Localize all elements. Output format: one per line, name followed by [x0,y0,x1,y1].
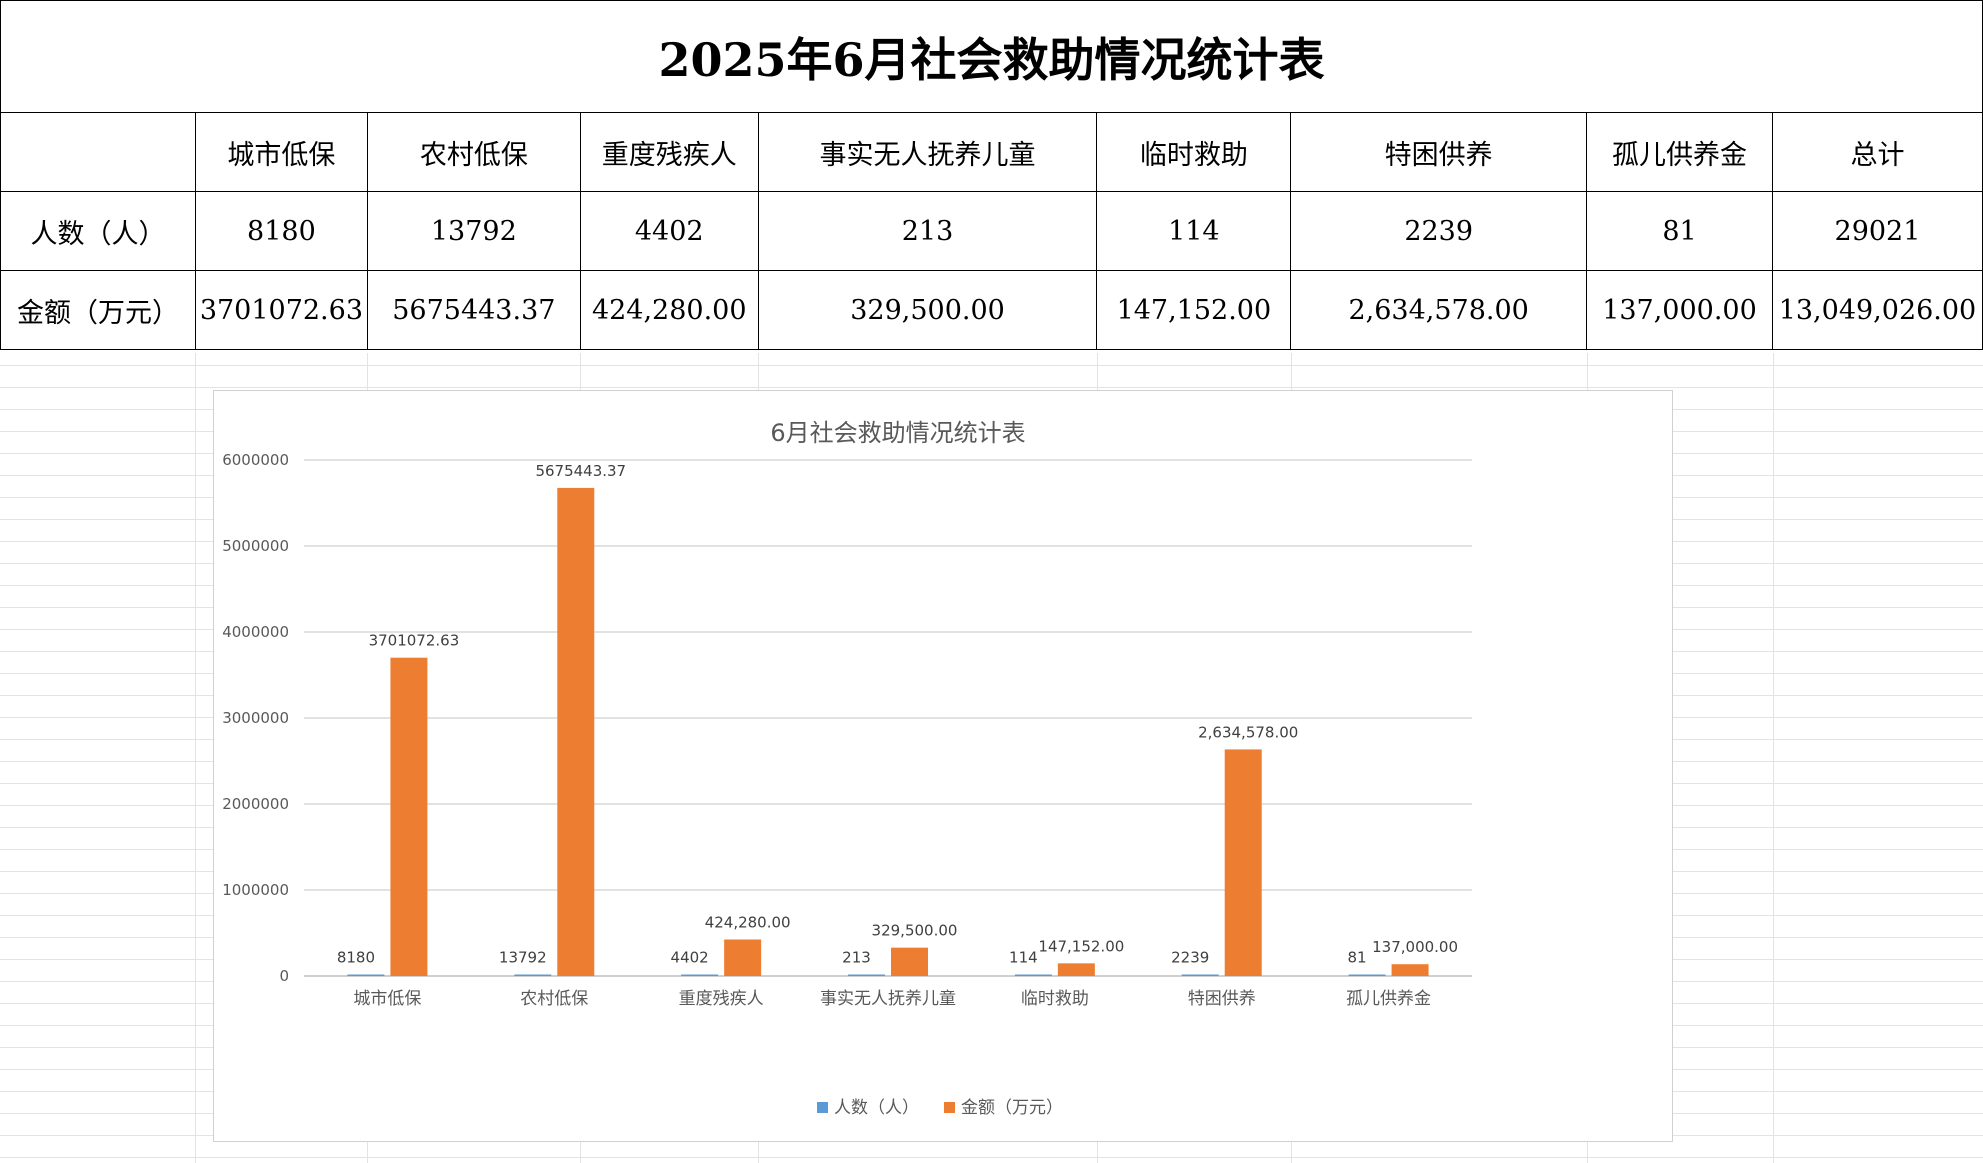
bar [514,974,552,976]
x-tick-label: 孤儿供养金 [1346,989,1431,1009]
legend-swatch [817,1102,828,1113]
bar [1181,974,1219,976]
data-label: 114 [1009,949,1038,967]
table-cell[interactable]: 424,280.00 [579,270,759,350]
x-tick-label: 事实无人抚养儿童 [820,989,956,1009]
legend-swatch [944,1102,955,1113]
data-label: 81 [1348,949,1367,967]
table-cell[interactable]: 8180 [194,191,368,271]
header-cell[interactable]: 重度残疾人 [579,112,759,192]
bar [1057,963,1095,976]
table-cell[interactable]: 29021 [1771,191,1983,271]
header-cell[interactable]: 事实无人抚养儿童 [757,112,1098,192]
table-cell[interactable]: 114 [1096,191,1292,271]
y-tick-label: 3000000 [222,709,289,727]
y-tick-label: 0 [279,967,289,985]
bar [1391,964,1429,976]
table-cell[interactable]: 2239 [1290,191,1588,271]
table-cell[interactable]: 81 [1586,191,1773,271]
chart-title: 6月社会救助情况统计表 [770,419,1025,447]
y-tick-label: 1000000 [222,881,289,899]
table-cell[interactable]: 213 [757,191,1098,271]
data-label: 329,500.00 [872,922,958,940]
bar [390,657,428,976]
bar [848,974,885,976]
table-cell[interactable]: 137,000.00 [1586,270,1773,350]
y-tick-label: 2000000 [222,795,289,813]
header-cell[interactable]: 农村低保 [366,112,581,192]
header-cell[interactable]: 特困供养 [1290,112,1588,192]
table-cell[interactable]: 13,049,026.00 [1771,270,1983,350]
table-cell[interactable]: 13792 [366,191,581,271]
row-header-cell[interactable]: 人数（人） [0,191,196,271]
bar [681,974,719,976]
table-row: 人数（人） 8180 13792 4402 213 114 2239 81 29… [0,191,1983,271]
sheet-title: 2025年6月社会救助情况统计表 [658,33,1325,87]
table-cell[interactable]: 5675443.37 [366,270,581,350]
x-tick-label: 特困供养 [1188,989,1256,1009]
data-label: 8180 [337,949,375,967]
data-label: 4402 [671,949,709,967]
legend-label: 金额（万元） [961,1098,1063,1118]
data-label: 2,634,578.00 [1198,723,1298,741]
data-label: 137,000.00 [1372,938,1458,956]
bar [891,947,928,976]
bar [557,487,595,976]
data-label: 147,152.00 [1038,937,1124,955]
row-header-cell[interactable]: 金额（万元） [0,270,196,350]
table-cell[interactable]: 329,500.00 [757,270,1098,350]
data-label: 424,280.00 [705,914,791,932]
bar [1224,749,1262,976]
table-header-row: 城市低保 农村低保 重度残疾人 事实无人抚养儿童 临时救助 特困供养 孤儿供养金… [0,112,1983,192]
y-tick-label: 4000000 [222,623,289,641]
legend-label: 人数（人） [834,1098,919,1118]
x-tick-label: 临时救助 [1021,989,1089,1009]
header-cell[interactable]: 临时救助 [1096,112,1292,192]
header-cell[interactable] [0,112,196,192]
table-row: 金额（万元） 3701072.63 5675443.37 424,280.00 … [0,270,1983,350]
data-label: 13792 [499,949,547,967]
x-tick-label: 农村低保 [520,989,588,1009]
data-label: 3701072.63 [369,632,460,650]
bar [1014,974,1052,976]
bar [347,974,385,976]
bar [724,939,762,976]
y-tick-label: 6000000 [222,451,289,469]
stats-table: 城市低保 农村低保 重度残疾人 事实无人抚养儿童 临时救助 特困供养 孤儿供养金… [0,112,1983,350]
grid-column-line [1773,353,1774,1163]
header-cell[interactable]: 孤儿供养金 [1586,112,1773,192]
data-label: 213 [842,949,871,967]
table-cell[interactable]: 4402 [579,191,759,271]
table-cell[interactable]: 3701072.63 [194,270,368,350]
x-tick-label: 重度残疾人 [679,989,764,1009]
table-cell[interactable]: 147,152.00 [1096,270,1292,350]
bar-chart: 6月社会救助情况统计表 0 1000000 2000000 3000000 4000000… [222,419,1472,1118]
x-tick-label: 城市低保 [353,989,421,1009]
header-cell[interactable]: 总计 [1771,112,1983,192]
data-label: 5675443.37 [535,462,626,480]
table-cell[interactable]: 2,634,578.00 [1290,270,1588,350]
sheet-title-cell[interactable]: 2025年6月社会救助情况统计表 [0,0,1983,114]
header-cell[interactable]: 城市低保 [194,112,368,192]
chart-container[interactable]: 6月社会救助情况统计表 0 1000000 2000000 3000000 4000000… [213,390,1673,1142]
grid-column-line [195,353,196,1163]
data-label: 2239 [1171,949,1209,967]
y-tick-label: 5000000 [222,537,289,555]
bar [1348,974,1386,976]
